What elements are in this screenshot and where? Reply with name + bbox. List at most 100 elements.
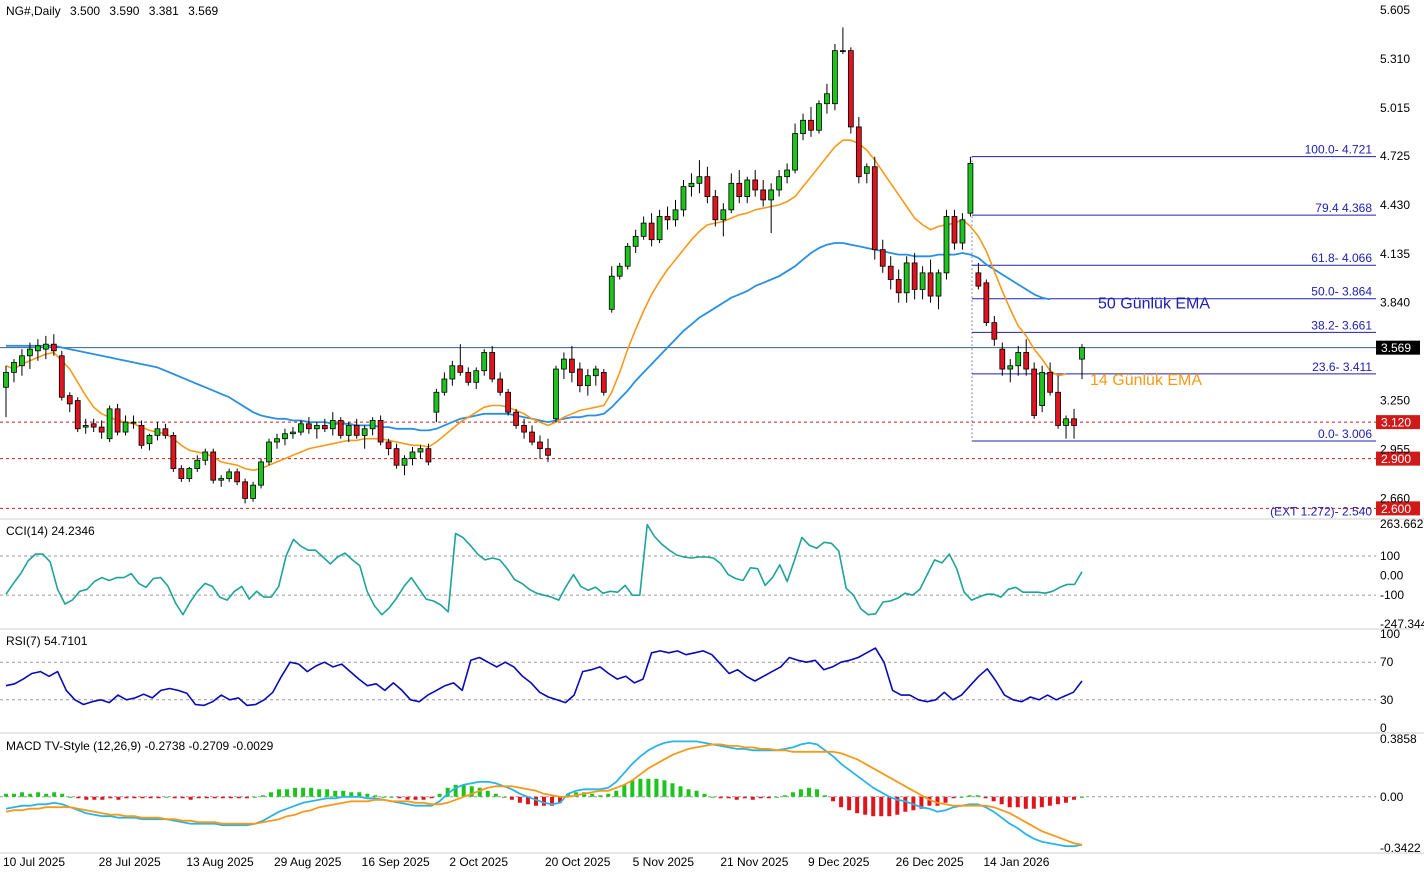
bull-candle-body	[680, 186, 687, 211]
candle	[704, 166, 711, 204]
histogram-bar-positive	[373, 795, 378, 797]
bull-candle-body	[800, 119, 806, 134]
candle	[1079, 344, 1085, 380]
histogram-bar-negative	[871, 796, 876, 817]
candle	[114, 403, 121, 436]
candle	[991, 315, 998, 346]
axis-tick-label: 100	[1380, 549, 1400, 563]
candle	[656, 209, 663, 244]
fib-label: 38.2- 3.661	[1311, 318, 1372, 332]
histogram-bar-negative	[188, 796, 193, 800]
bear-candle-body	[489, 352, 496, 380]
bear-candle-body	[712, 196, 719, 221]
level-tag-label: 2.900	[1381, 452, 1411, 466]
histogram-bar-positive	[959, 796, 964, 798]
histogram-bar-negative	[156, 796, 161, 799]
candle	[186, 466, 193, 482]
histogram-bar-positive	[477, 787, 482, 797]
candle	[138, 420, 145, 449]
histogram-bar-positive	[277, 789, 282, 797]
candle	[832, 43, 838, 111]
histogram-bar-positive	[381, 796, 386, 798]
histogram-bar-negative	[863, 796, 868, 815]
histogram-bar-positive	[317, 789, 322, 797]
candle	[282, 428, 288, 446]
candle	[975, 262, 982, 290]
bull-candle-body	[409, 451, 416, 460]
candle	[521, 418, 527, 439]
bull-candle-body	[481, 352, 488, 372]
histogram-bar-negative	[750, 796, 755, 800]
bear-candle-body	[178, 468, 185, 479]
bear-candle-body	[90, 423, 97, 428]
axis-tick-label: -0.3422	[1380, 841, 1421, 855]
date-tick-label: 28 Jul 2025	[99, 855, 161, 869]
bull-candle-body	[792, 133, 798, 171]
ema14-line	[5, 139, 1067, 472]
histogram-bar-negative	[927, 796, 932, 806]
candle	[871, 156, 878, 260]
date-tick-label: 21 Nov 2025	[720, 855, 788, 869]
candle	[106, 405, 113, 443]
level-tag	[1376, 501, 1420, 516]
histogram-bar-negative	[1063, 796, 1068, 803]
bear-candle-body	[983, 282, 990, 324]
bull-candle-body	[632, 235, 639, 247]
candle	[457, 344, 464, 376]
bear-candle-body	[951, 216, 958, 244]
bull-candle-body	[720, 209, 727, 221]
rsi-line	[5, 647, 1083, 707]
macd-panel: 0.3858 0.00 -0.3422	[0, 732, 1421, 855]
histogram-bar-positive	[461, 784, 466, 797]
bull-candle-body	[728, 182, 735, 211]
price-tick-label: 3.250	[1380, 394, 1410, 408]
bull-candle-body	[449, 365, 456, 380]
axis-tick-label: 70	[1380, 655, 1394, 669]
bull-candle-body	[903, 262, 910, 294]
bear-candle-body	[736, 182, 743, 197]
bull-candle-body	[863, 166, 870, 174]
candle	[19, 349, 25, 376]
bull-candle-body	[146, 434, 153, 445]
candle	[847, 47, 854, 134]
histogram-bar-negative	[228, 796, 233, 799]
bull-candle-body	[11, 362, 17, 373]
histogram-bar-positive	[590, 793, 595, 797]
bear-candle-body	[808, 119, 814, 131]
bear-candle-body	[545, 448, 551, 456]
candle	[1031, 362, 1038, 419]
date-tick-label: 26 Dec 2025	[896, 855, 964, 869]
histogram-bar-negative	[847, 796, 852, 811]
histogram-bar-positive	[630, 780, 635, 797]
fib-label: 79.4 4.368	[1315, 201, 1372, 215]
bull-candle-body	[282, 433, 288, 440]
chart-header: NG#,Daily 3.500 3.590 3.381 3.569	[6, 4, 224, 18]
histogram-bar-positive	[702, 793, 707, 797]
candle	[497, 372, 504, 396]
bull-candle-body	[824, 93, 830, 105]
bull-candle-body	[672, 209, 679, 221]
price-tick-label: 2.660	[1380, 491, 1410, 505]
candle	[393, 443, 400, 469]
bear-candle-body	[664, 216, 671, 221]
histogram-bar-positive	[774, 796, 779, 798]
histogram-bar-negative	[919, 796, 924, 809]
histogram-bar-positive	[815, 789, 820, 797]
candle	[122, 415, 129, 436]
candle	[353, 418, 360, 439]
candle	[385, 438, 392, 456]
axis-tick-label: 0.3858	[1380, 732, 1417, 746]
bear-candle-body	[879, 249, 886, 267]
bear-candle-body	[513, 411, 519, 426]
bull-candle-body	[3, 371, 9, 388]
histogram-bar-positive	[357, 792, 362, 797]
bull-candle-body	[768, 189, 775, 201]
axis-tick-label: 0.00	[1380, 790, 1404, 804]
histogram-bar-negative	[132, 796, 137, 799]
bear-candle-body	[1047, 371, 1053, 393]
bull-candle-body	[266, 441, 272, 463]
bull-candle-body	[624, 245, 631, 267]
bull-candle-body	[401, 458, 408, 466]
bear-candle-body	[306, 423, 312, 430]
histogram-bar-negative	[1023, 796, 1028, 809]
